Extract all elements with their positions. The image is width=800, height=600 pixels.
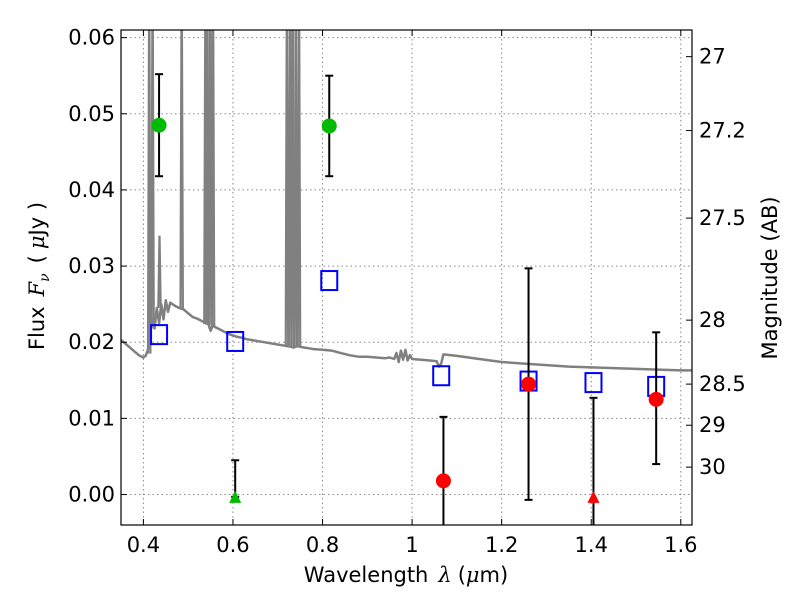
y2-tick-label: 30: [699, 455, 726, 479]
x-tick-label: 1.2: [485, 533, 518, 557]
x-tick-label: 1: [405, 533, 418, 557]
y-tick-label: 0.04: [68, 178, 115, 202]
emission-line-spike: [146, 30, 152, 354]
emission-line-spike: [296, 30, 302, 348]
emission-line-spike: [293, 30, 299, 348]
model-photometry-square: [320, 270, 339, 292]
emission-line-spike: [150, 30, 155, 329]
green_detections-marker: [321, 118, 337, 134]
x-tick-label: 0.6: [216, 533, 249, 557]
emission-line-spike: [210, 30, 216, 328]
emission-line-spike: [290, 30, 296, 348]
red_detections-marker: [648, 391, 664, 407]
red_detections-marker: [435, 473, 451, 489]
red_limits-marker: [587, 490, 600, 503]
plot-frame: [120, 29, 693, 526]
y2-axis-ticks: 27 27.2 27.5 28 28.5 29 30: [686, 45, 746, 479]
x-tick-label: 0.8: [306, 533, 339, 557]
x-axis-label: Wavelength λ (μm): [304, 563, 508, 587]
y2-tick-label: 27.2: [699, 119, 746, 143]
x-tick-label: 0.4: [127, 533, 160, 557]
y2-tick-label: 27: [699, 45, 726, 69]
grid-lines: [121, 30, 692, 525]
emission-line-spike: [179, 30, 184, 309]
model-spectrum-line: [121, 299, 692, 372]
green_detections-marker: [151, 117, 167, 133]
y-tick-label: 0.02: [68, 330, 115, 354]
emission-line-spike: [284, 30, 290, 347]
model-photometry-square: [226, 330, 245, 352]
y2-tick-label: 28: [699, 308, 726, 332]
model-photometry-square: [584, 372, 603, 394]
y2-tick-label: 27.5: [699, 206, 746, 230]
plot-area: [121, 30, 692, 525]
model-photometry-square: [150, 324, 169, 346]
emission-line-spike: [157, 235, 162, 308]
y-axis-label: FluxFν(μJy ): [25, 202, 53, 350]
y-tick-label: 0.06: [68, 26, 115, 50]
x-axis-ticks: 0.4 0.6 0.8 1 1.2 1.4 1.6: [127, 30, 698, 557]
y2-axis-label: Magnitude (AB): [758, 196, 782, 359]
model-photometry-square: [432, 365, 451, 387]
y-tick-label: 0.03: [68, 254, 115, 278]
emission-line-spike: [205, 30, 210, 325]
y2-tick-label: 29: [699, 413, 726, 437]
y-axis-ticks: 0.00 0.01 0.02 0.03 0.04 0.05 0.06: [68, 26, 127, 507]
x-tick-label: 1.6: [664, 533, 697, 557]
y-tick-label: 0.00: [68, 483, 115, 507]
green_limits-marker: [229, 490, 242, 503]
y2-tick-label: 28.5: [699, 372, 746, 396]
y-tick-label: 0.01: [68, 406, 115, 430]
x-tick-label: 1.4: [575, 533, 608, 557]
y-tick-label: 0.05: [68, 102, 115, 126]
red_detections-marker: [521, 376, 537, 392]
